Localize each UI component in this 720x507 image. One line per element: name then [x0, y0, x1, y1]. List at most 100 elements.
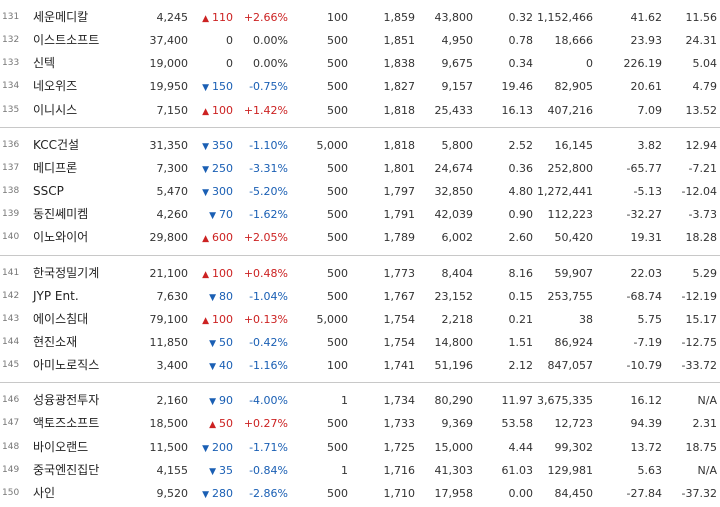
trading-volume: 18,666: [554, 34, 594, 48]
roe-value: 11.56: [685, 11, 718, 24]
table-row[interactable]: 136 KCC건설 31,350 ▼ 350 -1.10% 5,000 1,818 5,800 2…: [0, 134, 720, 157]
foreign-ratio: 0.78: [508, 34, 534, 48]
foreign-ratio: 61.03: [501, 463, 534, 477]
face-value: 5,000: [316, 138, 349, 152]
table-row[interactable]: 139 동진쎄미켐 4,260 ▼ 70 -1.62% 500 1,791 42,039 0.90…: [0, 203, 720, 226]
table-row[interactable]: 133 신텍 19,000 0 0.00% 500 1,838 9,675 0.34 0 226.1…: [0, 52, 720, 75]
roe-value: -33.72: [681, 359, 717, 373]
table-row[interactable]: 146 성융광전투자 2,160 ▼ 90 -4.00% 1 1,734 80,290 11.97…: [0, 389, 720, 412]
foreign-ratio: 2.12: [508, 359, 534, 373]
roe-value: 18.75: [685, 440, 718, 454]
table-row[interactable]: 137 메디프론 7,300 ▼ 250 -3.31% 500 1,801 24,674 0.36…: [0, 157, 720, 180]
price-change-value: 300: [212, 185, 233, 199]
arrow-down-icon: ▼: [209, 397, 216, 408]
listed-shares: 80,290: [434, 394, 474, 408]
stock-name-link[interactable]: 에이스침대: [33, 311, 89, 326]
arrow-up-icon: ▲: [202, 315, 209, 326]
stock-name-link[interactable]: 한국정밀기계: [33, 265, 100, 280]
stock-name-link[interactable]: 바이오랜드: [33, 439, 89, 454]
face-value: 500: [327, 103, 348, 117]
table-row[interactable]: 140 이노와이어 29,800 ▲ 600 +2.05% 500 1,789 6,002 2.6…: [0, 226, 720, 249]
market-cap: 1,725: [383, 440, 416, 454]
rank-number: 144: [2, 336, 20, 347]
current-price: 31,350: [149, 138, 189, 152]
change-rate: -2.86%: [249, 486, 288, 500]
per-value: -32.27: [626, 208, 662, 222]
listed-shares: 8,404: [441, 266, 474, 280]
current-price: 4,260: [156, 208, 189, 222]
current-price: 11,850: [149, 335, 189, 349]
stock-name-link[interactable]: 성융광전투자: [33, 393, 100, 408]
stock-name-link[interactable]: 동진쎄미켐: [33, 207, 89, 222]
current-price: 7,300: [156, 161, 189, 175]
market-cap: 1,818: [383, 103, 416, 117]
group-separator: [0, 382, 720, 384]
price-change: ▼ 150: [202, 75, 233, 100]
arrow-down-icon: ▼: [209, 466, 216, 477]
change-rate: 0.00%: [253, 57, 288, 71]
stock-name-link[interactable]: 이노와이어: [33, 230, 89, 245]
stock-name-link[interactable]: 중국엔진집단: [33, 462, 100, 477]
face-value: 500: [327, 335, 348, 349]
roe-value: 13.52: [685, 103, 718, 117]
trading-volume: 407,216: [547, 103, 594, 117]
price-change: ▼ 350: [202, 134, 233, 159]
table-row[interactable]: 144 현진소재 11,850 ▼ 50 -0.42% 500 1,754 14,800 1.51…: [0, 331, 720, 354]
table-row[interactable]: 135 이니시스 7,150 ▲ 100 +1.42% 500 1,818 25,433 16.1…: [0, 99, 720, 122]
change-rate: -1.10%: [249, 138, 288, 152]
current-price: 5,470: [156, 185, 189, 199]
stock-name-link[interactable]: 신텍: [33, 56, 56, 71]
price-change: ▼ 90: [209, 389, 233, 414]
price-change-value: 90: [219, 394, 233, 408]
arrow-down-icon: ▼: [202, 443, 209, 454]
table-row[interactable]: 134 네오위즈 19,950 ▼ 150 -0.75% 500 1,827 9,157 19.4…: [0, 75, 720, 98]
change-rate: +0.27%: [243, 417, 288, 431]
table-row[interactable]: 149 중국엔진집단 4,155 ▼ 35 -0.84% 1 1,716 41,303 61.03…: [0, 459, 720, 482]
table-row[interactable]: 145 아미노로직스 3,400 ▼ 40 -1.16% 100 1,741 51,196 2.1…: [0, 354, 720, 377]
stock-name-link[interactable]: 액토즈소프트: [33, 416, 100, 431]
listed-shares: 14,800: [434, 335, 474, 349]
price-change: ▼ 80: [209, 285, 233, 310]
stock-name-link[interactable]: 메디프론: [33, 160, 78, 175]
listed-shares: 41,303: [434, 463, 474, 477]
trading-volume: 84,450: [554, 486, 594, 500]
face-value: 500: [327, 80, 348, 94]
table-row[interactable]: 150 사인 9,520 ▼ 280 -2.86% 500 1,710 17,958 0.00 84…: [0, 482, 720, 505]
stock-name-link[interactable]: 아미노로직스: [33, 358, 100, 373]
rank-number: 140: [2, 232, 20, 243]
stock-name-link[interactable]: KCC건설: [33, 137, 80, 152]
table-row[interactable]: 148 바이오랜드 11,500 ▼ 200 -1.71% 500 1,725 15,000 4.…: [0, 436, 720, 459]
price-change: ▼ 50: [209, 331, 233, 356]
stock-name-link[interactable]: SSCP: [33, 184, 64, 199]
market-cap: 1,754: [383, 335, 416, 349]
table-row[interactable]: 143 에이스침대 79,100 ▲ 100 +0.13% 5,000 1,754 2,218 0…: [0, 308, 720, 331]
stock-name-link[interactable]: 이니시스: [33, 102, 78, 117]
stock-name-link[interactable]: 이스트소프트: [33, 33, 100, 48]
market-cap: 1,733: [383, 417, 416, 431]
arrow-down-icon: ▼: [202, 141, 209, 152]
table-row[interactable]: 138 SSCP 5,470 ▼ 300 -5.20% 500 1,797 32,850 4.80…: [0, 180, 720, 203]
roe-value: 4.79: [692, 80, 718, 94]
table-row[interactable]: 132 이스트소프트 37,400 0 0.00% 500 1,851 4,950 0.78 18…: [0, 29, 720, 52]
stock-name-link[interactable]: 네오위즈: [33, 79, 78, 94]
table-row[interactable]: 147 액토즈소프트 18,500 ▲ 50 +0.27% 500 1,733 9,369 53.…: [0, 412, 720, 435]
stock-name-link[interactable]: 세운메디칼: [33, 10, 89, 24]
market-cap: 1,797: [383, 185, 416, 199]
price-change: ▼ 70: [209, 203, 233, 228]
stock-name-link[interactable]: 현진소재: [33, 334, 78, 349]
arrow-down-icon: ▼: [209, 338, 216, 349]
foreign-ratio: 2.60: [508, 231, 534, 245]
per-value: -10.79: [626, 359, 662, 373]
table-row[interactable]: 141 한국정밀기계 21,100 ▲ 100 +0.48% 500 1,773 8,404 8.…: [0, 262, 720, 285]
stock-name-link[interactable]: 사인: [33, 485, 56, 500]
face-value: 500: [327, 231, 348, 245]
price-change: ▲ 100: [202, 308, 233, 333]
stock-name-link[interactable]: JYP Ent.: [33, 288, 79, 303]
face-value: 500: [327, 208, 348, 222]
table-row[interactable]: 142 JYP Ent. 7,630 ▼ 80 -1.04% 500 1,767 23,152 0…: [0, 285, 720, 308]
trading-volume: 82,905: [554, 80, 594, 94]
price-change-value: 0: [226, 34, 233, 48]
table-row[interactable]: 131 세운메디칼 4,245 ▲ 110 +2.66% 100 1,859 43,800 0.3…: [0, 6, 720, 29]
face-value: 500: [327, 34, 348, 48]
price-change-value: 70: [219, 208, 233, 222]
